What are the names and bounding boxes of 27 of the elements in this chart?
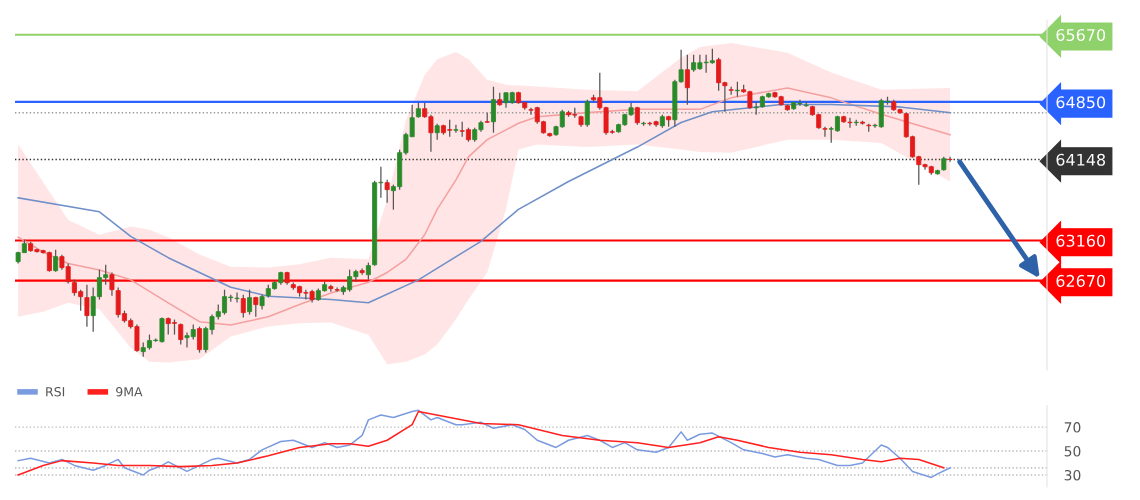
candlestick [847, 117, 853, 129]
candlestick [109, 271, 115, 297]
legend-label: RSI [46, 386, 65, 397]
candlestick [240, 294, 246, 319]
y-tick-label: 65670 [1056, 28, 1106, 42]
candlestick [53, 249, 59, 273]
line-series [17, 87, 951, 326]
y-tick-label: 50 [1064, 446, 1081, 457]
candlestick [728, 86, 734, 96]
y-tick-label: 64850 [1056, 96, 1106, 109]
y-tick-label: 63160 [1056, 234, 1106, 247]
candlestick [822, 126, 828, 138]
candlestick [384, 179, 390, 204]
candlestick [490, 86, 496, 134]
candlestick [453, 124, 459, 134]
y-tick-label: 30 [1064, 469, 1081, 481]
candlestick [197, 326, 202, 354]
legend-label: 9MA [116, 386, 143, 397]
candlestick [684, 54, 690, 106]
candlestick [584, 99, 590, 128]
candlestick [947, 156, 953, 163]
candlestick [84, 284, 90, 328]
candlestick [247, 289, 253, 316]
y-tick-label: 70 [1064, 422, 1081, 433]
y-tick-label: 62670 [1056, 274, 1106, 287]
y-tick-label: 64148 [1056, 153, 1106, 166]
line-series [17, 103, 951, 304]
